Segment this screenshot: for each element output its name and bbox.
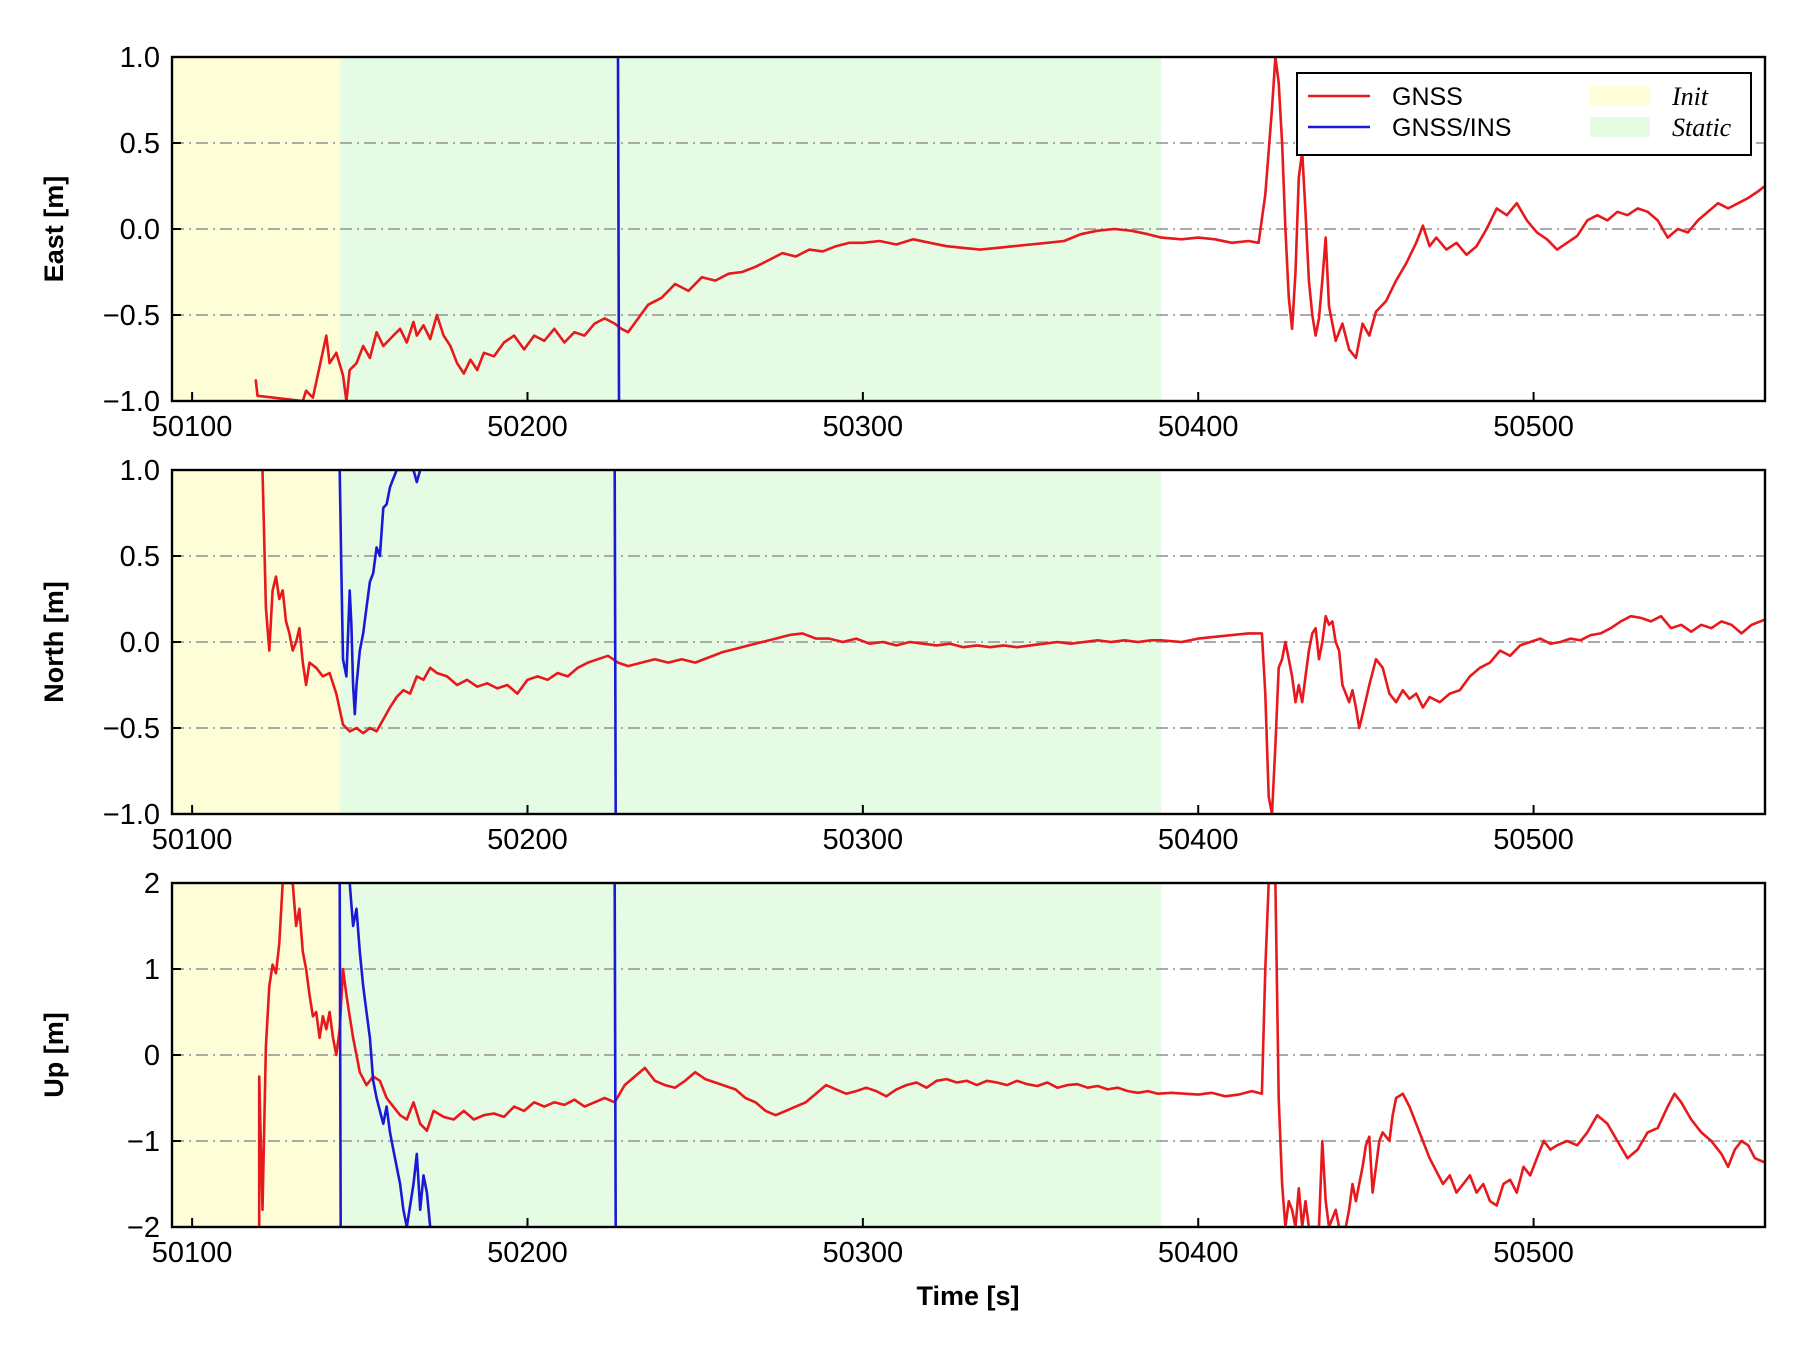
legend-frame <box>1296 72 1752 156</box>
series-group <box>261 470 1765 814</box>
series-gnss-ins-line <box>616 57 621 401</box>
y-tick-label: −1.0 <box>103 386 160 418</box>
series-gnss-ins-line <box>613 883 617 1227</box>
y-tick-label: 1.0 <box>120 42 160 74</box>
series-gnss-ins-line <box>613 470 617 814</box>
y-axis-label: North [m] <box>39 581 69 702</box>
y-axis-label: East [m] <box>39 176 69 283</box>
x-tick-label: 50200 <box>487 411 568 443</box>
x-tick-label: 50400 <box>1158 824 1239 856</box>
up-panel: −2 −1 0 1 2 50100 50200 50300 50400 50500 Up [m] <box>39 868 1767 1269</box>
x-tick-label: 50300 <box>823 411 904 443</box>
east-panel: −1.0 −0.5 0.0 0.5 1.0 50100 50200 50300 50400 505… <box>39 42 1767 443</box>
series-gnss-line <box>254 57 1765 401</box>
series-gnss-ins-line <box>338 883 342 1227</box>
x-tick-label: 50400 <box>1158 411 1239 443</box>
series-group <box>254 57 1765 401</box>
x-tick-label: 50200 <box>487 824 568 856</box>
legend-init-swatch <box>1590 86 1650 106</box>
plot-frame <box>170 468 1767 816</box>
y-axis-label: Up [m] <box>39 1012 69 1097</box>
x-tick-label: 50500 <box>1493 1237 1574 1269</box>
y-tick-label: 0.5 <box>120 128 160 160</box>
legend-gnss-ins-label: GNSS/INS <box>1392 114 1511 142</box>
series-gnss-ins-line <box>348 883 432 1227</box>
x-tick-label: 50200 <box>487 1237 568 1269</box>
north-panel: −1.0 −0.5 0.0 0.5 1.0 50100 50200 50300 50400 505… <box>39 455 1767 856</box>
series-gnss-line <box>257 883 1765 1227</box>
y-tick-label: −0.5 <box>103 300 160 332</box>
legend-init-label: Init <box>1671 82 1709 111</box>
y-tick-label: −0.5 <box>103 713 160 745</box>
series-gnss-line <box>261 470 1765 814</box>
plot-frame <box>170 55 1767 403</box>
legend-static-swatch <box>1590 117 1650 137</box>
y-tick-label: 0.0 <box>120 627 160 659</box>
y-tick-label: 0.0 <box>120 214 160 246</box>
series-group <box>257 883 1765 1227</box>
y-tick-label: −1.0 <box>103 799 160 831</box>
x-tick-label: 50400 <box>1158 1237 1239 1269</box>
x-tick-label: 50100 <box>152 824 233 856</box>
x-tick-label: 50100 <box>152 1237 233 1269</box>
y-tick-label: −1 <box>127 1126 160 1158</box>
y-tick-label: −2 <box>127 1212 160 1244</box>
x-tick-label: 50500 <box>1493 824 1574 856</box>
x-tick-label: 50300 <box>823 1237 904 1269</box>
x-tick-label: 50500 <box>1493 411 1574 443</box>
plot-frame <box>170 881 1767 1229</box>
y-tick-label: 2 <box>144 868 160 900</box>
y-tick-label: 0 <box>144 1040 160 1072</box>
x-tick-label: 50300 <box>823 824 904 856</box>
legend-static-label: Static <box>1672 113 1732 142</box>
series-gnss-ins-line <box>338 470 422 716</box>
y-tick-label: 0.5 <box>120 541 160 573</box>
y-tick-label: 1 <box>144 954 160 986</box>
x-axis-label: Time [s] <box>916 1281 1019 1311</box>
legend-gnss-label: GNSS <box>1392 83 1463 111</box>
x-tick-label: 50100 <box>152 411 233 443</box>
y-tick-label: 1.0 <box>120 455 160 487</box>
